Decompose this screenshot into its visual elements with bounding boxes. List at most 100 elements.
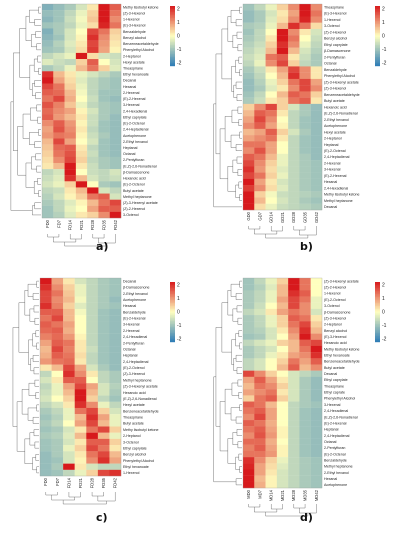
heatmap-cell [53, 46, 65, 54]
heatmap-cell [299, 364, 311, 371]
heatmap-cell [276, 116, 289, 123]
heatmap-cell [299, 308, 311, 316]
row-label: Benzaldehyde [123, 310, 146, 314]
heatmap-cell [98, 28, 110, 35]
heatmap-cell [288, 191, 300, 198]
heatmap-cell [288, 53, 300, 61]
heatmap-cell [63, 463, 75, 470]
heatmap-cell [265, 450, 278, 458]
row-label: β-Damascenone [324, 49, 350, 53]
row-label: Octanal [324, 62, 337, 66]
heatmap-cell [74, 321, 87, 328]
row-label: Acetophenone [324, 483, 347, 487]
colorbar-segment [375, 60, 380, 62]
heatmap-cell [87, 40, 99, 47]
heatmap-cell [243, 401, 255, 408]
heatmap-cell [243, 444, 255, 452]
colorbar-segment [375, 63, 380, 65]
heatmap-cell [75, 89, 88, 96]
heatmap-cell [87, 28, 99, 35]
colorbar-segment [170, 330, 175, 332]
heatmap-cell [86, 333, 99, 341]
heatmap-cell [265, 191, 278, 198]
heatmap-cell [75, 120, 88, 127]
heatmap-cell [109, 52, 122, 60]
colorbar-segment [170, 327, 175, 329]
heatmap-cell [87, 95, 99, 102]
heatmap-cell [87, 65, 99, 72]
colorbar-segment [170, 40, 175, 43]
heatmap-cell [53, 101, 65, 109]
heatmap-cell [87, 162, 99, 170]
heatmap-cell [51, 308, 64, 316]
heatmap-cell [97, 395, 110, 402]
heatmap-cell [254, 315, 266, 322]
heatmap-cell [243, 66, 255, 73]
colorbar-tick: 1 [177, 20, 180, 26]
heatmap-cell [87, 77, 99, 84]
heatmap-cell [254, 296, 266, 303]
heatmap-cell [42, 132, 54, 139]
colorbar-segment [375, 327, 380, 329]
heatmap-cell [51, 438, 64, 446]
heatmap-cell [265, 28, 278, 36]
heatmap-cell [254, 135, 266, 142]
heatmap-cell [276, 172, 289, 179]
heatmap-cell [86, 426, 99, 433]
heatmap-cell [97, 352, 110, 359]
heatmap-cell [310, 284, 323, 291]
colorbar-segment [375, 54, 380, 56]
heatmap-cell [74, 377, 87, 384]
heatmap-cell [265, 203, 278, 211]
heatmap-cell [299, 66, 311, 73]
column-label: FD21 [79, 219, 84, 230]
column-label: GD42 [314, 211, 319, 223]
heatmap-cell [254, 475, 266, 482]
heatmap-cell [53, 65, 65, 72]
heatmap-cell [288, 407, 300, 415]
row-label: Butyl acetate [324, 99, 345, 103]
heatmap-cell [265, 481, 278, 489]
column-label: GD35 [302, 211, 307, 223]
row-label: 2-Heptanol [324, 323, 342, 327]
heatmap-cell [53, 10, 65, 17]
heatmap-cell [310, 78, 323, 86]
heatmap-cell [243, 438, 255, 445]
heatmap-cell [243, 153, 255, 161]
colorbar-segment [375, 48, 380, 50]
heatmap-cell [254, 35, 266, 42]
heatmap-cell [63, 457, 75, 464]
colorbar-segment [170, 43, 175, 46]
heatmap-cell [74, 445, 87, 452]
column-label: FD14 [66, 477, 71, 488]
heatmap-cell [288, 413, 300, 421]
heatmap-cell [109, 438, 122, 446]
heatmap-cell [243, 420, 255, 427]
heatmap-cell [310, 432, 323, 439]
heatmap-cell [265, 463, 278, 470]
heatmap-cell [276, 438, 289, 445]
heatmap-cell [109, 138, 122, 145]
heatmap-cell [63, 420, 75, 427]
heatmap-cell [310, 72, 323, 80]
heatmap-cell [40, 401, 52, 409]
heatmap-cell [40, 315, 52, 322]
heatmap-cell [265, 60, 278, 67]
row-label: (E)-2-Octenal [324, 452, 346, 456]
heatmap-cell [86, 302, 99, 310]
column-label: FD35 [101, 219, 106, 230]
heatmap-cell [276, 4, 289, 11]
heatmap-cell [299, 407, 311, 415]
heatmap-cell [53, 193, 65, 200]
heatmap-cell [265, 91, 278, 98]
heatmap-cell [109, 132, 122, 139]
heatmap-cell [254, 389, 266, 396]
colorbar-segment [170, 283, 175, 286]
heatmap-cell [310, 60, 323, 67]
row-label: Hexyl acetate [123, 60, 145, 64]
heatmap-cell [243, 60, 255, 67]
heatmap-cell [42, 77, 54, 84]
heatmap-cell [42, 101, 54, 109]
heatmap-cell [243, 116, 255, 123]
row-label: Octanal [123, 347, 136, 351]
